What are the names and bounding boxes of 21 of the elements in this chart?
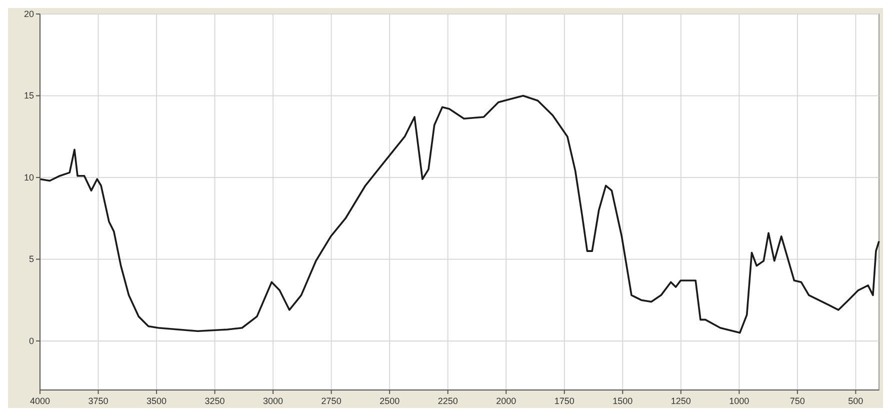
x-tick-label: 1500 — [612, 396, 633, 406]
x-tick-label: 3750 — [88, 396, 108, 406]
x-tick-label: 3250 — [204, 396, 225, 406]
x-tick-label: 1750 — [554, 396, 574, 406]
y-tick-label: 5 — [28, 254, 34, 264]
x-tick-label: 500 — [848, 396, 864, 406]
y-tick-label: 10 — [24, 172, 34, 182]
x-tick-label: 1250 — [670, 396, 691, 406]
x-tick-label: 750 — [790, 396, 805, 406]
y-tick-label: 20 — [24, 9, 34, 19]
x-tick-label: 4000 — [30, 396, 50, 406]
x-tick-label: 2500 — [380, 396, 400, 406]
y-tick-label: 15 — [24, 90, 34, 101]
x-tick-label: 3500 — [146, 396, 167, 406]
x-tick-label: 2250 — [438, 396, 458, 406]
x-tick-label: 1000 — [729, 396, 750, 406]
x-tick-label: 3000 — [263, 396, 284, 406]
y-tick-label: 0 — [28, 336, 34, 346]
line-series — [39, 94, 880, 334]
x-tick-label: 2750 — [321, 396, 342, 406]
x-tick-label: 2000 — [496, 396, 516, 406]
